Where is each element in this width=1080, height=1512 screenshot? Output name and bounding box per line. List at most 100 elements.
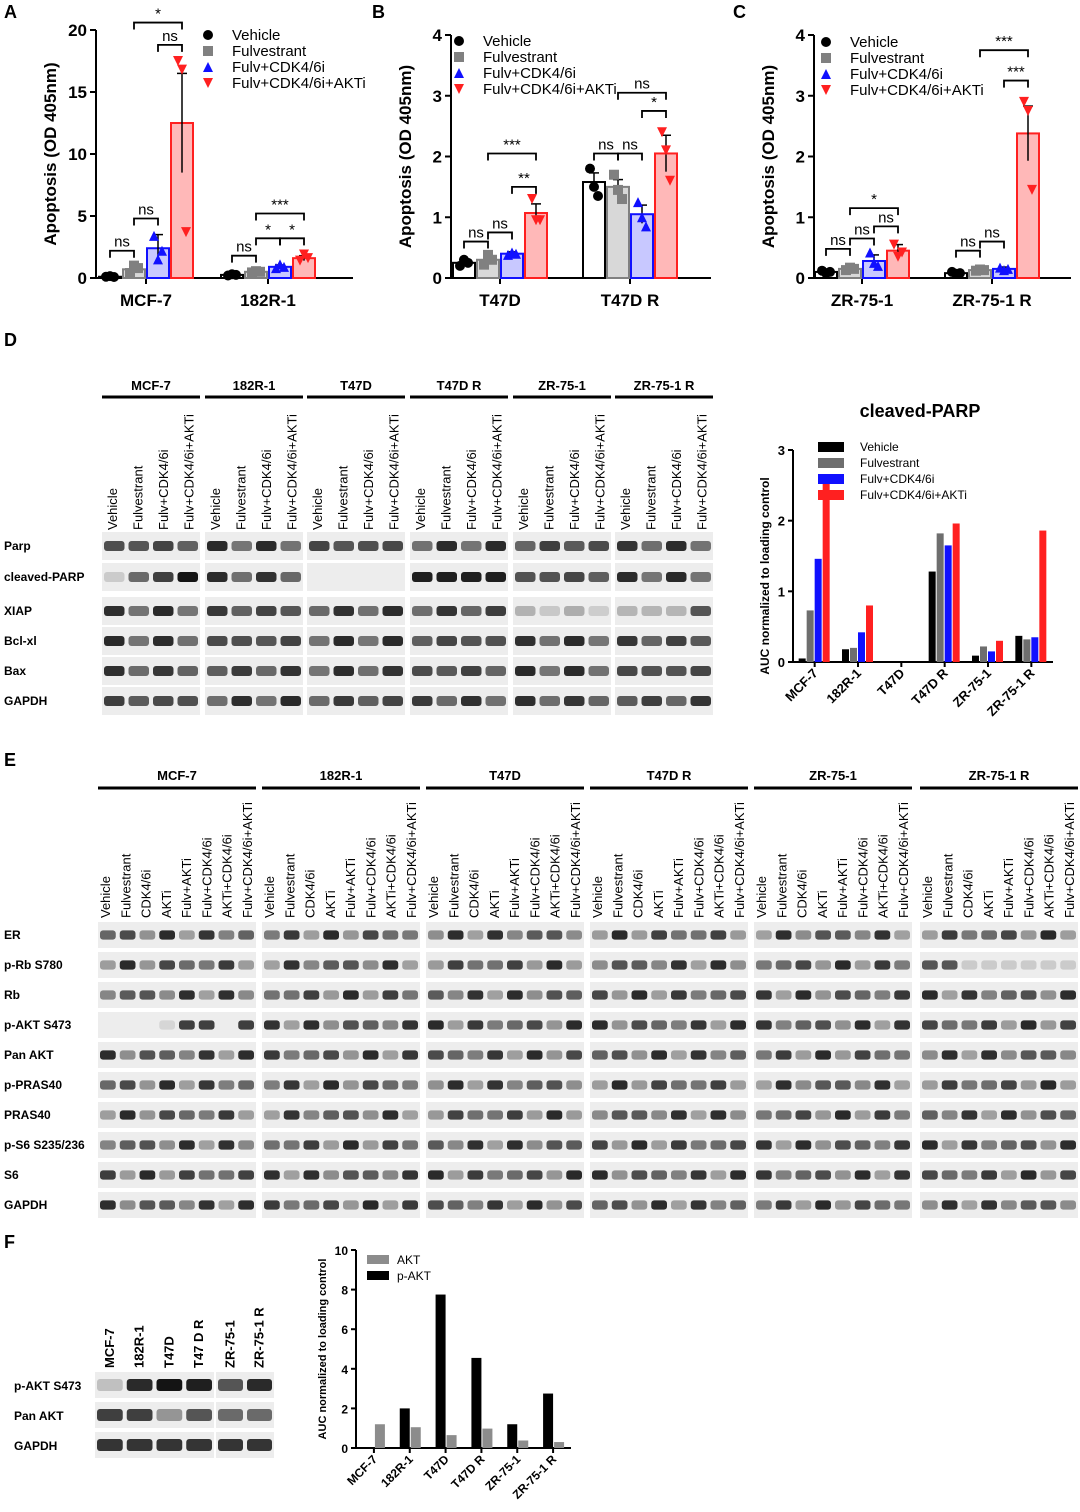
lane-label: AKTi+CDK4/6i [712,834,727,918]
protein-band [671,1110,687,1120]
panel-letter-f: F [4,1232,15,1252]
protein-band [358,540,379,552]
data-point [1003,263,1013,274]
significance-label: ns [634,76,650,93]
lane-label-zr-75-1-r: ZR-75-1 R [252,1307,267,1368]
protein-band [382,1140,399,1150]
lane-label: Fulv+CDK4/6i [669,449,684,530]
protein-band [922,1020,938,1030]
protein-band [198,1170,215,1180]
protein-band [218,1110,235,1120]
protein-band [854,1080,871,1090]
protein-band [139,1050,156,1060]
protein-band [539,540,560,552]
protein-band [730,1170,746,1180]
legend-marker [203,46,213,56]
protein-band [104,540,125,552]
bar-vehicle-t47d-r [928,571,936,662]
protein-band [981,1110,997,1120]
protein-band [775,1140,792,1150]
lane-label: Vehicle [426,876,441,918]
protein-band [1060,1020,1076,1030]
panel-letter-d: D [4,330,17,350]
protein-band [961,930,978,940]
protein-band [247,1409,272,1421]
protein-band [775,1170,792,1180]
protein-band [651,960,667,970]
legend-label-fulv-cdk4-6i-akti: Fulv+CDK4/6i+AKTi [860,488,967,502]
protein-band [1040,1020,1057,1030]
protein-band [526,960,543,970]
protein-band [671,1200,687,1210]
data-point [149,230,159,241]
protein-band [566,1170,582,1180]
data-point [873,260,883,271]
protein-band [730,1200,746,1210]
protein-band [756,990,772,1000]
protein-band [795,1080,812,1090]
protein-band [546,1140,563,1150]
protein-band [207,605,228,617]
legend-label-fulv-cdk4-6i: Fulv+CDK4/6i [232,59,325,76]
bar-akt-t47d-r [482,1428,493,1448]
lane-label: AKTi [981,890,996,918]
lane-label: Fulv+CDK4/6i [199,837,214,918]
protein-band [218,1439,243,1451]
lane-label: Fulv+CDK4/6i [1021,837,1036,918]
protein-band [690,1200,707,1210]
significance-label: ns [830,232,846,249]
lane-label: AKTi+CDK4/6i [384,834,399,918]
protein-band [1001,1140,1017,1150]
panel-letter-a: A [4,2,17,22]
data-point [279,261,289,272]
lane-label: AKTi [487,890,502,918]
lane-label: Fulv+CDK4/6i [691,837,706,918]
data-point [487,254,497,265]
lane-label: Fulv+CDK4/6i+AKTi [568,802,583,918]
chart-title: cleaved-PARP [860,401,981,421]
protein-band [854,990,871,1000]
protein-band [526,990,543,1000]
protein-band [362,930,379,940]
protein-band [874,1200,891,1210]
row-label-rb: Rb [4,988,20,1002]
protein-band [710,1020,727,1030]
protein-band [264,1200,280,1210]
protein-band [815,1050,831,1060]
y-tick-label: 0 [433,269,442,288]
protein-band [333,635,354,647]
protein-band [1040,1140,1057,1150]
significance-label: * [155,6,161,23]
protein-band [218,1050,235,1060]
protein-band [1020,1110,1037,1120]
significance-bracket [157,43,183,52]
protein-band [177,571,198,583]
protein-band [795,1200,812,1210]
protein-band [617,695,638,707]
protein-band [382,1110,399,1120]
legend-label-fulvestrant: Fulvestrant [483,49,558,66]
lane-label: Fulv+CDK4/6i [361,449,376,530]
protein-band [507,1200,523,1210]
protein-band [564,665,585,677]
significance-bracket [255,237,281,246]
data-point [657,127,667,138]
group-header-zr-75-1: ZR-75-1 [538,378,586,393]
protein-band [362,1110,379,1120]
protein-band [231,665,252,677]
significance-label: ** [518,170,530,187]
protein-band [611,1200,628,1210]
y-tick-label: 1 [796,208,805,227]
protein-band [690,1170,707,1180]
data-point [1019,96,1029,107]
protein-band [333,665,354,677]
protein-band [139,1170,156,1180]
bar-fulv-cdk4-6i-akti-182r-1 [866,605,873,662]
data-point [955,268,965,279]
data-point [133,263,143,274]
protein-band [218,1379,243,1391]
bar-fulvestrant-182r-1 [850,647,857,662]
legend-label-fulv-cdk4-6i-akti: Fulv+CDK4/6i+AKTi [232,75,366,92]
protein-band [447,930,464,940]
protein-band [128,571,149,583]
